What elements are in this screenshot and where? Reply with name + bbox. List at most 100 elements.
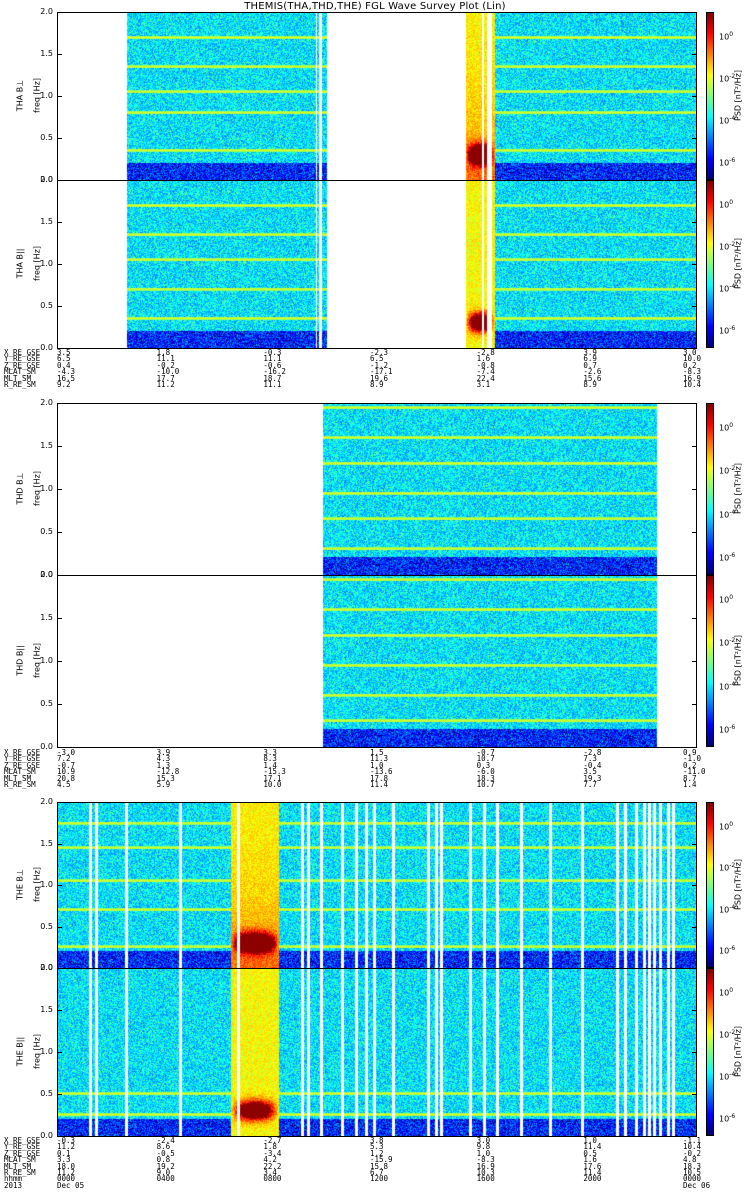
ephemeris-value: 4.2 (263, 1155, 277, 1165)
ephemeris-value: -0.4 (583, 760, 602, 770)
ephemeris-value: -17.1 (370, 367, 393, 377)
ephemeris-value: 10.0 (263, 779, 282, 789)
ephemeris-value: 6.5 (370, 354, 384, 364)
ephemeris-row: Y_RE_GSE 6.5 11.1 11.1 6.5 1.6 6.9 10.0 (4, 354, 744, 364)
y-tick-mark (57, 885, 62, 886)
the-bpar-heatmap (57, 968, 697, 1136)
colorbar-tick-label: 10-4 (719, 509, 735, 520)
ephemeris-label: Y_RE_GSE (4, 754, 41, 764)
ephemeris-value: -1.0 (683, 754, 702, 764)
ephemeris-value: 8.6 (156, 1142, 171, 1152)
colorbar-tick-exponent: 0 (729, 594, 734, 601)
colorbar-tick-exponent: 0 (729, 422, 734, 429)
y-tick-label: 0.0 (40, 175, 53, 184)
ephemeris-value: 2000 (583, 1174, 602, 1184)
colorbar-tick-base: 10 (719, 822, 730, 832)
colorbar-tick-label: 10-6 (719, 325, 735, 336)
ephemeris-value: 11.2 (57, 1167, 76, 1177)
y-tick-label: 2.0 (40, 570, 53, 579)
ephemeris-value: 22.2 (263, 1161, 282, 1171)
ephemeris-value: 1.8 (263, 1142, 277, 1152)
panel-probe-label: THA B⊥ (15, 79, 25, 112)
y-tick-label: 1.5 (40, 613, 53, 622)
y-tick-mark (57, 264, 62, 265)
ephemeris-value: 1.6 (476, 354, 491, 364)
y-tick-label: 0.5 (40, 921, 53, 931)
y-tick-label: 1.0 (40, 484, 53, 493)
ephemeris-label: Y_RE_GSE (4, 354, 41, 364)
colorbar-tick-label: 100 (719, 199, 733, 210)
psd-colorbar (706, 575, 714, 747)
ephemeris-value: 6.5 (57, 354, 71, 364)
colorbar-tick-base: 10 (719, 553, 730, 563)
y-tick-label: 2.0 (40, 175, 53, 184)
ephemeris-value: -11.0 (683, 767, 706, 777)
ephemeris-label: Z_RE_GSE (4, 760, 41, 770)
thd-bperp-spectrogram (57, 403, 697, 575)
colorbar-tick-label: 100 (719, 422, 733, 433)
y-tick-mark (692, 138, 697, 139)
ephemeris-value: 7.7 (583, 779, 597, 789)
y-tick-mark (692, 446, 697, 447)
colorbar-tick-base: 10 (719, 32, 730, 42)
ephemeris-value: 7.3 (583, 754, 597, 764)
psd-colorbar (706, 968, 714, 1136)
y-tick-label: 0.0 (40, 1131, 53, 1140)
ephemeris-value: -7.4 (476, 367, 495, 377)
ephemeris-value: 16.9 (683, 373, 702, 383)
ephemeris-value: 10.3 (476, 1167, 495, 1177)
ephemeris-value: 1.0 (370, 760, 384, 770)
ephemeris-value: -13.6 (370, 767, 393, 777)
plot-title: THEMIS(THA,THD,THE) FGL Wave Survey Plot… (244, 1, 506, 12)
y-tick-mark (692, 96, 697, 97)
ephemeris-label: X_RE_GSE (4, 748, 41, 757)
ephemeris-row: MLAT_SM 3.3 0.8 4.2 -15.9 -8.3 1.6 4.8 (4, 1155, 744, 1165)
colorbar-tick-label: 10-6 (719, 552, 735, 563)
ephemeris-value: 0.2 (683, 760, 697, 770)
y-tick-mark (692, 222, 697, 223)
ephemeris-block: X_RE_GSE -0.3 -2.4 -2.7 3.8 3.0 1.0 -1.1 Y_RE_GS… (4, 1136, 744, 1189)
ephemeris-value: 11.2 (156, 379, 175, 389)
ephemeris-value: 1.8 (156, 348, 171, 357)
colorbar-tick-base: 10 (719, 682, 730, 692)
ephemeris-row: MLAT_SM 10.9 -12.8 -15.3 -13.6 -6.0 3.5 -11.0 (4, 767, 744, 777)
colorbar-tick-base: 10 (719, 946, 730, 956)
colorbar-label: PSD [nT²/Hz] (733, 635, 743, 686)
y-tick-label: 0.5 (40, 699, 53, 708)
ephemeris-label: X_RE_GSE (4, 348, 41, 357)
ephemeris-value: 1.0 (476, 1148, 491, 1158)
ephemeris-value: 17.6 (583, 1161, 602, 1171)
ephemeris-row: hhmm 0000 0400 0800 1200 1600 2000 0000 (4, 1174, 744, 1184)
y-tick-mark (57, 180, 62, 181)
colorbar-tick-label: 100 (719, 987, 733, 998)
colorbar-tick-base: 10 (719, 905, 730, 915)
y-tick-mark (57, 348, 62, 349)
panel-freq-label: freq [Hz] (32, 643, 42, 678)
y-tick-mark (692, 747, 697, 748)
ephemeris-value: -1.1 (683, 1136, 702, 1145)
thd-bpar-heatmap (57, 575, 697, 747)
y-tick-mark (692, 1052, 697, 1053)
ephemeris-value: 19.3 (583, 773, 602, 783)
ephemeris-value: 11.1 (156, 354, 175, 364)
ephemeris-value: 1200 (370, 1174, 389, 1184)
ephemeris-value: 10.5 (683, 1167, 702, 1177)
ephemeris-value: -15.3 (263, 767, 286, 777)
y-tick-mark (57, 1094, 62, 1095)
ephemeris-value: 0.2 (683, 360, 697, 370)
ephemeris-value: 10.7 (476, 779, 495, 789)
y-tick-mark (57, 403, 62, 404)
ephemeris-value: 18.3 (476, 773, 495, 783)
colorbar-tick-exponent: -6 (729, 552, 736, 559)
y-tick-mark (57, 802, 62, 803)
ephemeris-row: 2013 Dec 05 Dec 06 (4, 1181, 744, 1189)
y-tick-label: 2.0 (40, 797, 53, 806)
tha-bperp-heatmap (57, 12, 697, 180)
colorbar-tick-base: 10 (719, 595, 730, 605)
y-tick-mark (57, 222, 62, 223)
ephemeris-value: -2.6 (583, 367, 602, 377)
ephemeris-value: 0000 (57, 1174, 76, 1184)
colorbar-label: PSD [nT²/Hz] (733, 463, 743, 514)
ephemeris-label: MLAT_SM (4, 367, 36, 377)
y-tick-mark (57, 54, 62, 55)
